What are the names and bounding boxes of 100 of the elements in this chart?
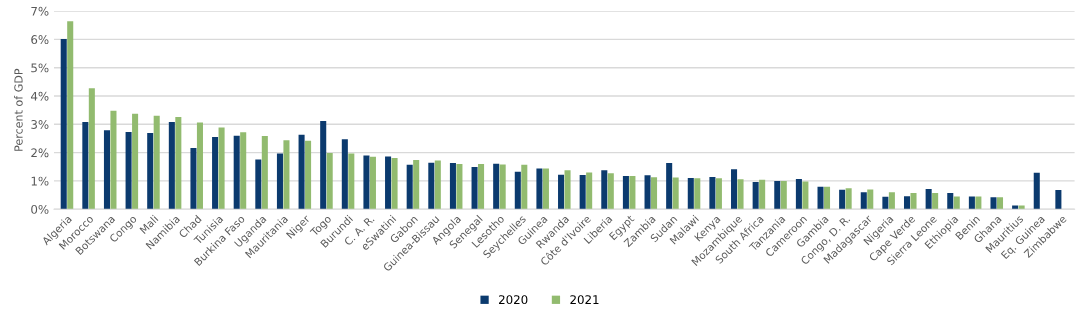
bar	[823, 186, 831, 210]
bar	[326, 152, 333, 210]
bar	[132, 113, 139, 210]
bar	[103, 130, 110, 210]
bar	[845, 188, 852, 210]
bar	[363, 155, 370, 210]
bar	[276, 153, 283, 210]
bar	[910, 193, 917, 210]
bar	[996, 197, 1004, 210]
bar	[817, 186, 824, 210]
bar	[802, 181, 809, 210]
bar	[369, 156, 376, 210]
bar	[514, 171, 521, 210]
bar	[385, 156, 392, 210]
bar	[218, 127, 225, 210]
y-tick-label: 5%	[31, 63, 49, 73]
bar	[536, 168, 543, 210]
bar	[564, 170, 571, 210]
bar	[1055, 189, 1062, 210]
bar	[449, 163, 456, 210]
bar	[975, 196, 982, 210]
y-axis-title: Percent of GDP	[14, 68, 23, 151]
bar	[694, 178, 701, 210]
bar	[348, 153, 355, 210]
bar	[168, 122, 175, 210]
bar	[413, 159, 420, 210]
bar	[153, 115, 160, 210]
bar	[240, 132, 247, 210]
bar	[839, 189, 846, 210]
bar	[651, 177, 658, 210]
bar	[925, 189, 932, 210]
y-tick-label: 3%	[31, 120, 49, 129]
bar	[558, 174, 565, 210]
legend-label: 2021	[570, 295, 599, 305]
bar	[60, 39, 67, 210]
bar	[434, 160, 441, 210]
bar	[737, 179, 744, 210]
bar	[542, 168, 549, 210]
bar	[320, 120, 327, 210]
y-tick-label: 7%	[31, 6, 49, 16]
bar	[968, 196, 975, 210]
bar	[607, 173, 614, 210]
bar	[947, 193, 954, 210]
bar	[904, 196, 911, 210]
bar	[406, 164, 413, 210]
bar	[687, 178, 694, 210]
bar	[622, 176, 629, 210]
bar	[882, 196, 889, 210]
bar	[888, 192, 895, 210]
bar	[521, 164, 528, 210]
legend-label: 2020	[499, 295, 528, 305]
bar	[666, 163, 673, 210]
bar	[672, 177, 679, 210]
bar	[644, 175, 651, 210]
y-tick-label: 1%	[31, 176, 49, 186]
bar	[67, 21, 74, 210]
bar	[795, 178, 802, 210]
bar	[175, 116, 182, 210]
bar	[780, 180, 787, 210]
bar	[709, 176, 716, 210]
y-tick-label: 2%	[31, 148, 49, 158]
y-tick-label: 0%	[31, 204, 49, 214]
bar	[774, 180, 781, 210]
bar	[428, 162, 435, 210]
y-tick-label: 4%	[30, 91, 49, 101]
bar	[212, 137, 219, 210]
bar	[759, 179, 766, 210]
bar	[629, 176, 636, 210]
bar	[860, 192, 867, 210]
bar	[471, 167, 478, 210]
bar	[601, 170, 608, 210]
bar	[341, 139, 348, 210]
bar	[261, 135, 268, 210]
bar	[88, 88, 95, 210]
bar	[499, 164, 506, 210]
bar	[456, 163, 463, 210]
bar	[1033, 172, 1040, 210]
bar	[82, 122, 89, 210]
bar	[715, 178, 722, 210]
bar	[196, 122, 203, 210]
bar	[233, 135, 240, 210]
bar	[190, 148, 197, 210]
bar	[932, 193, 939, 210]
bar	[586, 172, 593, 210]
y-tick-label: 6%	[31, 35, 49, 45]
bar	[298, 134, 305, 210]
bar	[867, 189, 874, 210]
bar	[953, 196, 960, 210]
bar	[255, 159, 262, 210]
bar	[478, 163, 485, 210]
bar	[752, 182, 759, 210]
bar	[579, 174, 586, 210]
bar	[147, 133, 154, 210]
bar	[110, 110, 117, 210]
bar	[283, 140, 290, 210]
bar	[731, 169, 738, 210]
bar	[125, 131, 132, 210]
bar	[305, 140, 312, 210]
bar	[990, 197, 997, 210]
bar	[493, 163, 500, 210]
